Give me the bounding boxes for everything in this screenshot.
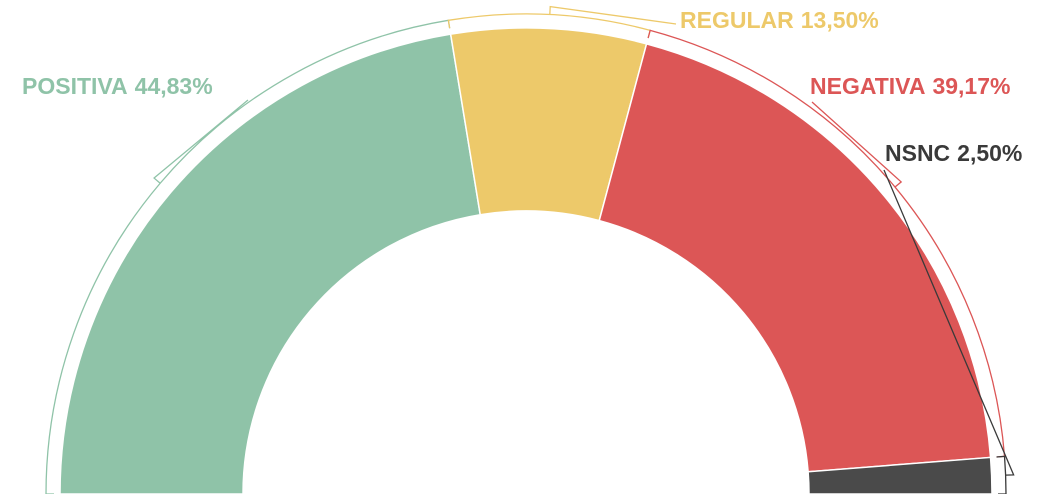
leader-bracket <box>45 19 451 494</box>
slice-label-name: POSITIVA <box>22 73 128 99</box>
slice <box>59 33 482 494</box>
slice-label-value: 2,50% <box>957 140 1022 166</box>
leader-bracket <box>447 5 677 39</box>
slice-label: NSNC 2,50% <box>885 140 1022 166</box>
slice-label-name: NSNC <box>885 140 950 166</box>
slice-label: NEGATIVA 39,17% <box>810 73 1010 99</box>
slice <box>807 456 993 494</box>
slice-label-value: 44,83% <box>135 73 213 99</box>
slice-label-value: 39,17% <box>932 73 1010 99</box>
slice-label-value: 13,50% <box>801 7 879 33</box>
slice-label-name: REGULAR <box>680 7 794 33</box>
slice-label: POSITIVA 44,83% <box>22 73 213 99</box>
leader-bracket <box>647 29 1006 458</box>
slice-label-name: NEGATIVA <box>810 73 925 99</box>
slice <box>598 42 992 473</box>
slice-label: REGULAR 13,50% <box>680 7 879 33</box>
